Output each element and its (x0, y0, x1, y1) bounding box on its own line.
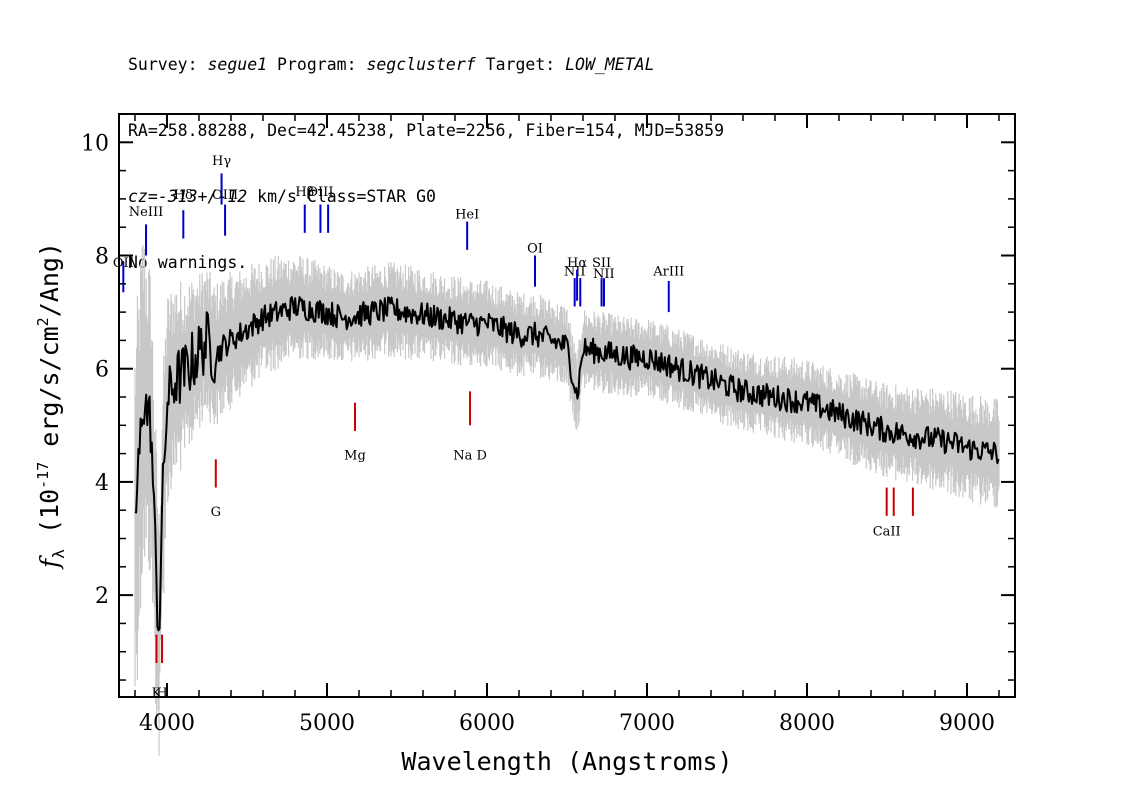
header-line-coordinates: RA=258.88288, Dec=42.45238, Plate=2256, … (128, 121, 725, 140)
flux-series-path (134, 296, 1000, 632)
emission-line-label: ArIII (652, 264, 684, 279)
axis-ticks: 4000 5000 6000 7000 8000 9000 2 4 6 8 10 (81, 113, 1015, 736)
emission-line-label: NeIII (129, 205, 163, 220)
absorption-line-label: K (152, 686, 162, 701)
emission-line-label: SII (592, 256, 611, 271)
absorption-line-label: G (211, 505, 221, 520)
x-tick-label: 4000 (139, 711, 195, 736)
target-label: Target: (475, 55, 566, 74)
survey-label: Survey: (128, 55, 208, 74)
absorption-line-label: Mg (344, 448, 366, 463)
emission-line-label: OIII (212, 188, 238, 203)
emission-line-label: HeI (455, 208, 479, 223)
target-value: LOW_METAL (565, 55, 655, 74)
program-label: Program: (267, 55, 367, 74)
spectrum-header: Survey: segue1 Program: segclusterf Targ… (128, 10, 724, 296)
x-tick-label: 6000 (459, 711, 515, 736)
y-tick-label: 8 (95, 245, 109, 270)
emission-line-label: NII (564, 264, 586, 279)
program-value: segclusterf (366, 55, 476, 74)
flux-series (134, 296, 1000, 632)
emission-line-label: Hβ (295, 185, 314, 200)
class-text: km/s Class=STAR G0 (247, 187, 436, 206)
emission-line-label: OI (527, 242, 543, 257)
absorption-line-label: Na D (453, 448, 487, 463)
x-tick-label: 5000 (299, 711, 355, 736)
absorption-line-label: CaII (873, 525, 901, 540)
svg-text:fλ (10-17 erg/s/cm2/Ang): fλ (10-17 erg/s/cm2/Ang) (34, 242, 68, 570)
header-line-survey: Survey: segue1 Program: segclusterf Targ… (128, 54, 724, 76)
absorption-line-label: H (156, 686, 167, 701)
cz-label: cz= (128, 187, 158, 206)
x-tick-label: 8000 (779, 711, 835, 736)
plot-frame (118, 113, 1016, 698)
emission-line-label: Hδ (174, 188, 193, 203)
y-tick-label: 2 (95, 584, 109, 609)
emission-line-label: Hα (567, 256, 587, 271)
y-tick-label: 10 (81, 131, 109, 156)
y-tick-label: 6 (95, 358, 109, 383)
y-axis-title: fλ (10-17 erg/s/cm2/Ang) (34, 242, 68, 570)
error-series-path (134, 245, 1000, 756)
cz-value: -313+/-12 (157, 187, 248, 206)
emission-line-label: OII (113, 256, 134, 271)
y-tick-label: 4 (95, 471, 109, 496)
error-band (134, 245, 1000, 756)
emission-line-label: NII (593, 267, 615, 282)
emission-line-label: OIII (307, 185, 333, 200)
x-tick-label: 9000 (939, 711, 995, 736)
survey-value: segue1 (207, 55, 268, 74)
header-line-redshift: cz=-313+/-12 km/s Class=STAR G0 (128, 186, 724, 208)
x-axis-title: Wavelength (Angstroms) (401, 747, 732, 776)
emission-line-label: Hγ (212, 154, 231, 169)
x-tick-label: 7000 (619, 711, 675, 736)
